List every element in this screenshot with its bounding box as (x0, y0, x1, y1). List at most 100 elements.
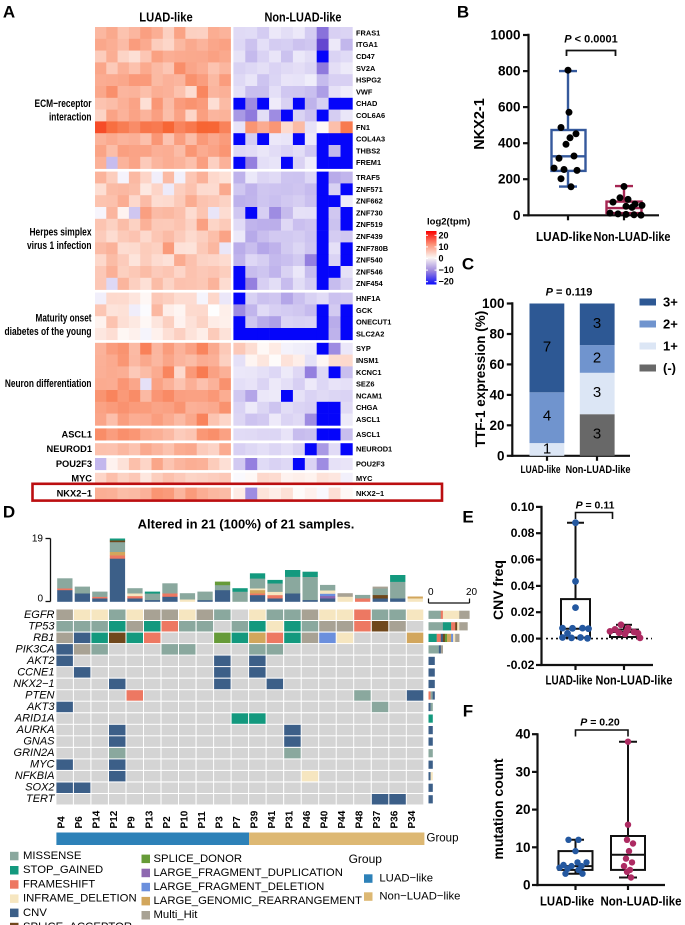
svg-text:VWF: VWF (356, 87, 373, 96)
svg-text:Non-LUAD-like: Non-LUAD-like (265, 10, 342, 25)
svg-text:20: 20 (466, 587, 478, 598)
svg-text:0: 0 (497, 448, 505, 463)
svg-text:diabetes of the young: diabetes of the young (5, 326, 92, 338)
svg-text:Herpes simplex: Herpes simplex (30, 227, 93, 239)
svg-text:LUAD-like: LUAD-like (536, 229, 592, 244)
svg-text:20: 20 (515, 802, 530, 817)
svg-text:SV2A: SV2A (356, 64, 376, 73)
svg-text:P = 0.20: P = 0.20 (580, 717, 620, 729)
svg-text:P = 0.119: P = 0.119 (546, 287, 593, 299)
svg-text:P48: P48 (355, 810, 366, 828)
svg-text:TTF-1 expression (%): TTF-1 expression (%) (473, 311, 488, 448)
svg-text:Non-LUAD-like: Non-LUAD-like (596, 674, 673, 688)
svg-text:30: 30 (515, 764, 530, 779)
svg-text:Group: Group (349, 852, 383, 866)
svg-text:INFRAME_DELETION: INFRAME_DELETION (23, 893, 137, 905)
svg-text:ZNF519: ZNF519 (356, 220, 383, 229)
svg-text:1000: 1000 (490, 28, 520, 43)
svg-text:10: 10 (515, 840, 530, 855)
svg-text:-0.02: -0.02 (506, 658, 534, 672)
svg-text:TERT: TERT (26, 793, 56, 805)
svg-text:3: 3 (593, 315, 601, 332)
svg-text:POU2F3: POU2F3 (356, 459, 385, 468)
svg-text:log2(tpm): log2(tpm) (427, 217, 470, 228)
svg-text:STOP_GAINED: STOP_GAINED (23, 864, 103, 876)
svg-text:ZNF540: ZNF540 (356, 256, 383, 265)
svg-text:0.10: 0.10 (511, 500, 535, 514)
svg-text:NKX2-1: NKX2-1 (472, 98, 488, 150)
svg-text:Group: Group (427, 833, 459, 845)
svg-text:Altered in 21 (100%) of 21 sam: Altered in 21 (100%) of 21 samples. (138, 517, 355, 532)
svg-text:MYC: MYC (71, 474, 92, 484)
svg-text:20: 20 (439, 230, 449, 240)
svg-text:P31: P31 (284, 810, 295, 828)
svg-text:TP53: TP53 (28, 620, 55, 632)
svg-text:0: 0 (523, 878, 531, 893)
svg-text:interaction: interaction (49, 112, 92, 124)
svg-text:40: 40 (489, 387, 504, 402)
svg-text:P40: P40 (320, 810, 331, 828)
svg-text:P37: P37 (372, 810, 383, 828)
svg-text:ZNF730: ZNF730 (356, 208, 383, 217)
svg-text:D: D (3, 503, 15, 522)
svg-text:FREM1: FREM1 (356, 158, 381, 167)
svg-text:NKX2−1: NKX2−1 (356, 489, 384, 498)
svg-text:1+: 1+ (663, 339, 678, 354)
svg-text:LARGE_GENOMIC_REARRANGEMENT: LARGE_GENOMIC_REARRANGEMENT (154, 895, 363, 907)
svg-text:LARGE_FRAGMENT_DUPLICATION: LARGE_FRAGMENT_DUPLICATION (154, 867, 343, 879)
svg-text:C: C (462, 255, 474, 274)
svg-text:Non-LUAD-like: Non-LUAD-like (566, 464, 631, 476)
svg-text:ONECUT1: ONECUT1 (356, 318, 391, 327)
svg-text:ECM−receptor: ECM−receptor (35, 98, 93, 110)
svg-text:P12: P12 (109, 810, 120, 828)
svg-text:LUAD-like: LUAD-like (139, 10, 192, 25)
svg-text:−20: −20 (439, 277, 454, 287)
svg-text:2+: 2+ (663, 317, 678, 332)
svg-text:P10: P10 (179, 810, 190, 828)
svg-text:NKX2−1: NKX2−1 (57, 489, 92, 499)
svg-text:P34: P34 (407, 810, 418, 828)
svg-text:HSPG2: HSPG2 (356, 76, 381, 85)
svg-text:P13: P13 (144, 810, 155, 828)
svg-text:80: 80 (489, 327, 504, 342)
svg-text:−10: −10 (439, 265, 454, 275)
svg-text:SPLICE_ACCEPTOR: SPLICE_ACCEPTOR (23, 921, 132, 925)
svg-text:Non-LUAD-like: Non-LUAD-like (601, 894, 682, 909)
svg-text:P9: P9 (127, 816, 138, 829)
svg-text:TRAF5: TRAF5 (356, 173, 380, 182)
svg-text:MISSENSE: MISSENSE (23, 850, 82, 862)
svg-text:60: 60 (489, 357, 504, 372)
svg-text:LUAD-like: LUAD-like (521, 464, 561, 476)
svg-text:2: 2 (593, 350, 601, 367)
svg-text:SYP: SYP (356, 344, 371, 353)
svg-text:A: A (3, 3, 15, 22)
svg-text:GRIN2A: GRIN2A (14, 747, 55, 759)
svg-text:LUAD−like: LUAD−like (379, 873, 433, 885)
svg-text:P7: P7 (232, 816, 243, 829)
svg-text:P39: P39 (249, 810, 260, 828)
svg-text:NEUROD1: NEUROD1 (47, 444, 92, 454)
svg-text:3: 3 (593, 426, 601, 443)
svg-text:GNAS: GNAS (23, 736, 55, 748)
svg-text:400: 400 (498, 136, 521, 151)
svg-text:INSM1: INSM1 (356, 356, 379, 365)
svg-text:PTEN: PTEN (25, 690, 54, 702)
svg-text:THBS2: THBS2 (356, 146, 380, 155)
svg-text:0: 0 (37, 594, 43, 605)
svg-text:POU2F3: POU2F3 (56, 459, 92, 469)
svg-text:P2: P2 (162, 816, 173, 829)
svg-text:AKT2: AKT2 (26, 655, 55, 667)
svg-text:P3: P3 (214, 816, 225, 829)
svg-text:20: 20 (489, 418, 504, 433)
svg-text:0: 0 (428, 587, 434, 598)
svg-text:ZNF571: ZNF571 (356, 185, 383, 194)
svg-text:10: 10 (439, 242, 449, 252)
svg-text:P11: P11 (197, 811, 208, 829)
svg-text:100: 100 (482, 296, 505, 311)
svg-text:(-): (-) (663, 361, 676, 376)
svg-text:P36: P36 (390, 810, 401, 828)
svg-text:ZNF662: ZNF662 (356, 197, 383, 206)
svg-text:Non-LUAD-like: Non-LUAD-like (594, 229, 671, 244)
svg-text:600: 600 (498, 100, 521, 115)
svg-text:Multi_Hit: Multi_Hit (154, 909, 199, 921)
